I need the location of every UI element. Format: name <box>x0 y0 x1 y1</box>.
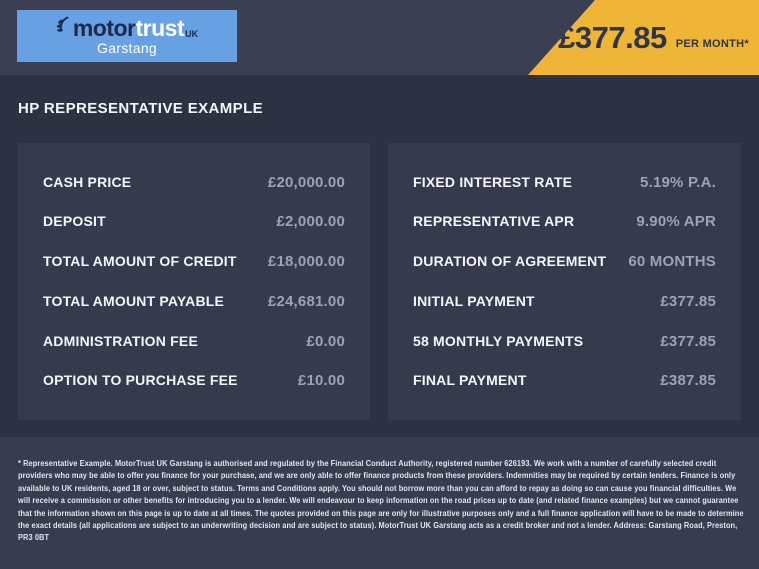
disclaimer-text: * Representative Example. MotorTrust UK … <box>18 458 744 543</box>
finance-label: DURATION OF AGREEMENT <box>413 253 607 270</box>
finance-value: 9.90% APR <box>636 213 716 231</box>
table-row: DEPOSIT £2,000.00 <box>43 213 345 230</box>
table-row: TOTAL AMOUNT OF CREDIT £18,000.00 <box>43 253 345 270</box>
finance-value: £20,000.00 <box>267 173 345 191</box>
table-row: 58 MONTHLY PAYMENTS £377.85 <box>413 333 716 350</box>
table-row: TOTAL AMOUNT PAYABLE £24,681.00 <box>43 293 345 310</box>
table-row: FIXED INTEREST RATE 5.19% P.A. <box>413 174 716 191</box>
monthly-price-amount: £377.85 <box>558 19 667 55</box>
finance-value: £24,681.00 <box>267 292 345 310</box>
finance-value: 5.19% P.A. <box>640 173 716 191</box>
finance-label: REPRESENTATIVE APR <box>413 213 575 230</box>
finance-value: £0.00 <box>306 332 345 350</box>
finance-value: 60 MONTHS <box>628 253 716 271</box>
table-row: OPTION TO PURCHASE FEE £10.00 <box>43 372 345 389</box>
brand-motor: motor <box>72 15 136 41</box>
finance-label: ADMINISTRATION FEE <box>43 332 199 349</box>
dealer-location: Garstang <box>97 40 157 56</box>
finance-label: TOTAL AMOUNT PAYABLE <box>43 292 225 309</box>
table-row: FINAL PAYMENT £387.85 <box>413 372 716 389</box>
brand-name: motor trust UK <box>56 15 199 41</box>
finance-label: INITIAL PAYMENT <box>413 292 535 309</box>
page-title: HP REPRESENTATIVE EXAMPLE <box>18 100 264 117</box>
finance-value: £377.85 <box>660 292 716 310</box>
table-row: DURATION OF AGREEMENT 60 MONTHS <box>413 253 716 270</box>
finance-value: £377.85 <box>660 332 716 350</box>
finance-label: FIXED INTEREST RATE <box>413 173 573 190</box>
monthly-price-banner: £377.85 PER MONTH* <box>528 0 759 75</box>
table-row: REPRESENTATIVE APR 9.90% APR <box>413 213 716 230</box>
disclaimer-band: * Representative Example. MotorTrust UK … <box>0 437 759 569</box>
finance-label: 58 MONTHLY PAYMENTS <box>413 332 584 349</box>
finance-label: OPTION TO PURCHASE FEE <box>43 372 238 389</box>
finance-label: FINAL PAYMENT <box>413 372 527 389</box>
finance-panel-right: FIXED INTEREST RATE 5.19% P.A. REPRESENT… <box>388 143 741 420</box>
leaf-icon <box>56 16 70 39</box>
finance-label: TOTAL AMOUNT OF CREDIT <box>43 253 237 270</box>
finance-label: DEPOSIT <box>43 213 106 230</box>
finance-panel-left: CASH PRICE £20,000.00 DEPOSIT £2,000.00 … <box>18 143 370 420</box>
brand-trust: trust <box>135 15 185 41</box>
table-row: INITIAL PAYMENT £377.85 <box>413 293 716 310</box>
table-row: ADMINISTRATION FEE £0.00 <box>43 333 345 350</box>
header-band: motor trust UK Garstang £377.85 PER MONTH* <box>0 0 759 75</box>
finance-value: £2,000.00 <box>276 213 345 231</box>
table-row: CASH PRICE £20,000.00 <box>43 174 345 191</box>
monthly-price-period: PER MONTH* <box>675 37 749 50</box>
dealer-logo: motor trust UK Garstang <box>17 10 237 62</box>
finance-value: £18,000.00 <box>267 253 345 271</box>
finance-value: £387.85 <box>660 372 716 390</box>
brand-uk: UK <box>185 29 199 39</box>
finance-label: CASH PRICE <box>43 173 132 190</box>
finance-value: £10.00 <box>297 372 345 390</box>
